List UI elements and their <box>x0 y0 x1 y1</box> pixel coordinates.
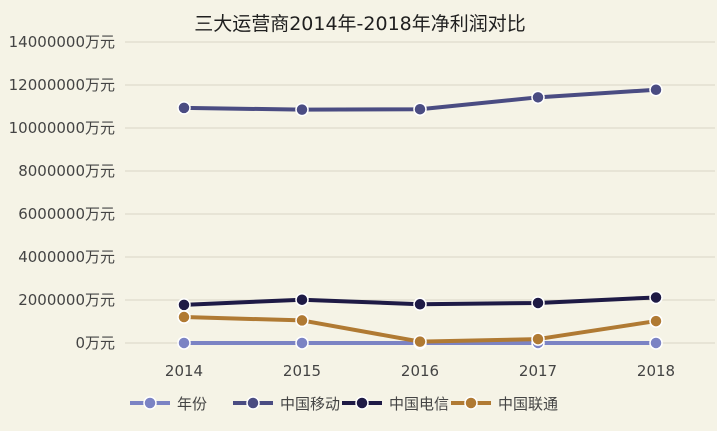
series-3 <box>177 310 663 349</box>
data-point <box>295 292 309 307</box>
legend-swatch-marker <box>246 396 260 410</box>
legend-item: 年份 <box>130 395 207 413</box>
data-point <box>295 313 309 328</box>
legend-swatch-marker <box>355 396 369 410</box>
data-point <box>531 332 545 346</box>
series-2 <box>177 290 663 312</box>
data-point <box>649 336 663 350</box>
chart-title: 三大运营商2014年-2018年净利润对比 <box>194 13 526 35</box>
legend-label: 年份 <box>177 395 207 413</box>
legend: 年份 中国移动 中国电信 中国联通 <box>130 395 558 413</box>
legend-item: 中国移动 <box>233 395 340 413</box>
y-tick-label: 12000000万元 <box>9 76 115 94</box>
legend-item: 中国电信 <box>342 395 449 413</box>
y-tick-label: 14000000万元 <box>9 33 115 51</box>
legend-item: 中国联通 <box>451 395 558 413</box>
data-point <box>413 102 427 116</box>
data-point <box>177 101 191 115</box>
x-tick-label: 2018 <box>637 362 675 380</box>
legend-label: 中国电信 <box>389 395 449 413</box>
y-tick-label: 4000000万元 <box>18 248 115 266</box>
data-point <box>649 290 663 305</box>
legend-swatch-marker <box>464 396 478 410</box>
x-tick-label: 2015 <box>283 362 321 380</box>
data-point <box>531 296 545 310</box>
data-point <box>177 298 191 312</box>
y-tick-label: 0万元 <box>75 334 115 352</box>
y-tick-label: 2000000万元 <box>18 291 115 309</box>
data-point <box>177 336 191 350</box>
y-axis-ticks: 0万元 2000000万元 4000000万元 6000000万元 8000000万元 1… <box>9 33 115 352</box>
y-tick-label: 6000000万元 <box>18 205 115 223</box>
data-point <box>649 314 663 328</box>
data-point <box>177 310 191 324</box>
gridlines <box>125 41 715 344</box>
y-tick-label: 8000000万元 <box>18 162 115 180</box>
data-point <box>413 297 427 312</box>
data-point <box>531 90 545 105</box>
x-axis-ticks: 2014 2015 2016 2017 2018 <box>165 362 675 380</box>
legend-label: 中国联通 <box>498 395 558 413</box>
data-point <box>413 334 427 349</box>
x-tick-label: 2017 <box>519 362 557 380</box>
x-tick-label: 2016 <box>401 362 439 380</box>
data-point <box>295 102 309 117</box>
x-tick-label: 2014 <box>165 362 203 380</box>
legend-swatch-marker <box>143 396 157 410</box>
data-point <box>295 336 309 350</box>
legend-label: 中国移动 <box>280 395 340 413</box>
series-lines <box>177 83 663 350</box>
series-1 <box>177 83 663 117</box>
data-point <box>649 83 663 97</box>
y-tick-label: 10000000万元 <box>9 119 115 137</box>
